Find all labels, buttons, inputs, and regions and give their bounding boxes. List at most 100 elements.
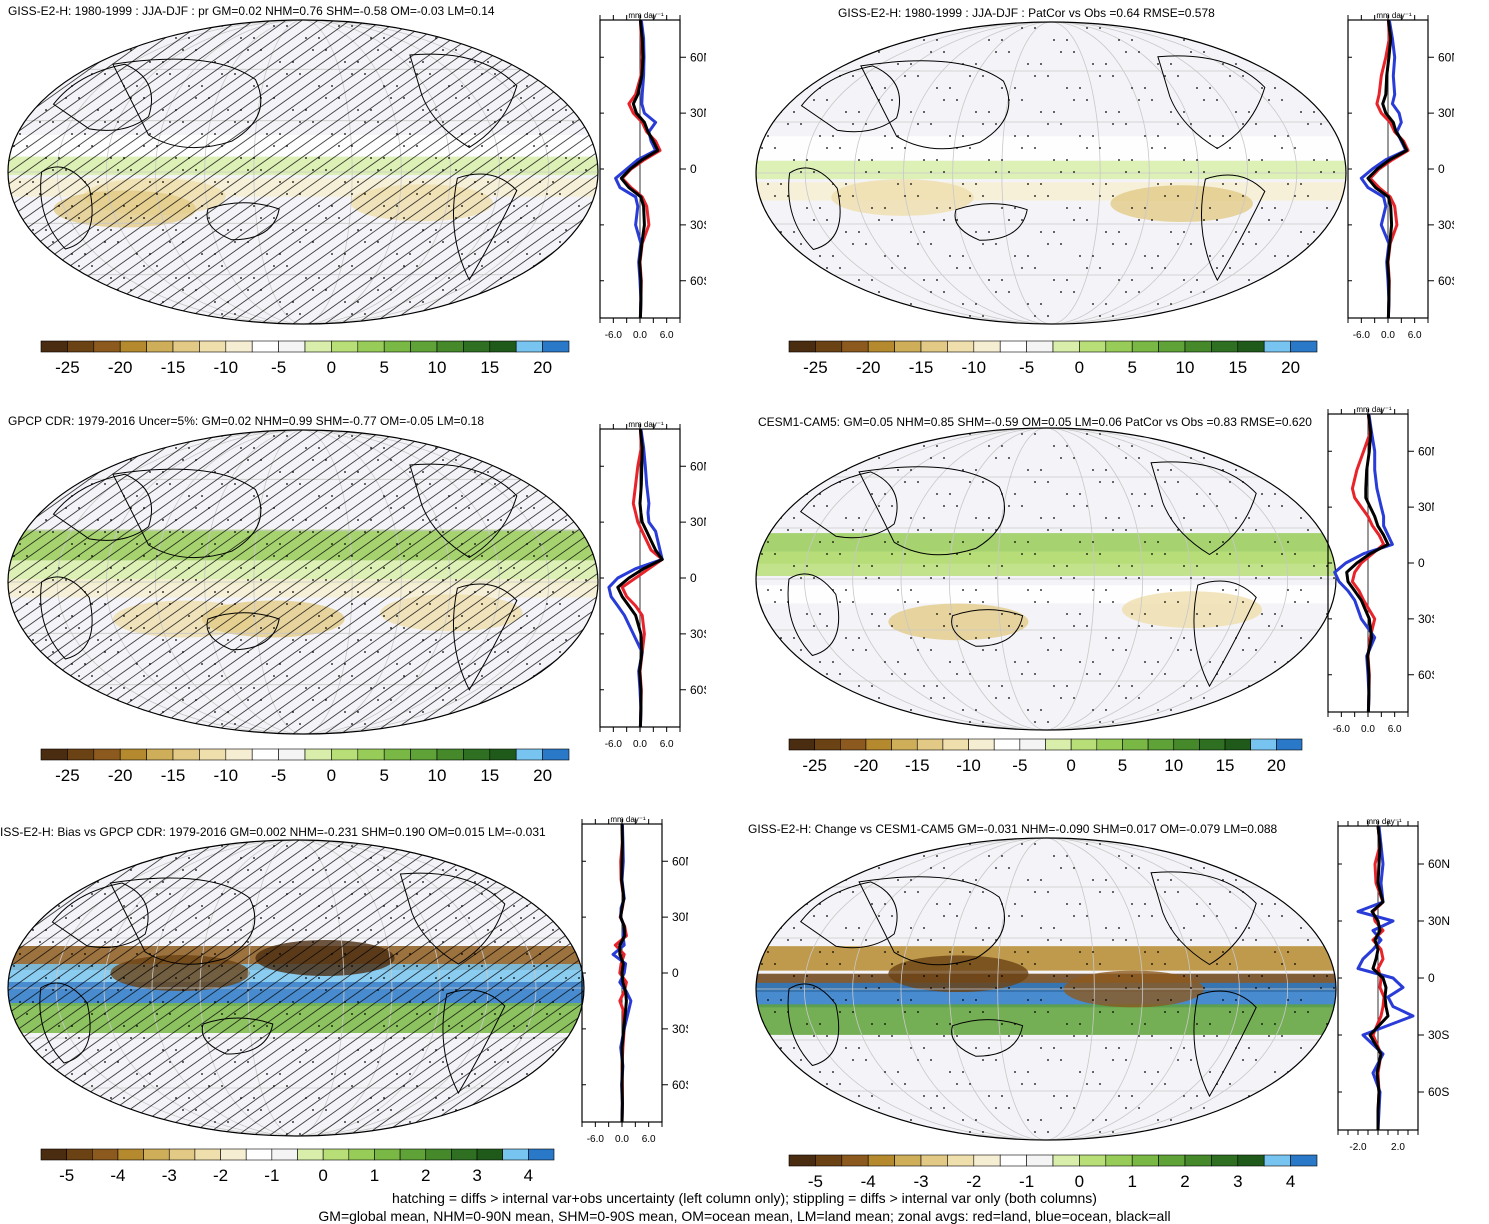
colorbar-label: 15: [1228, 358, 1247, 377]
all-zonal-line: [1345, 413, 1390, 713]
colorbar-label: 20: [533, 766, 552, 785]
colorbar-swatch: [168, 1148, 196, 1161]
colorbar-swatch: [788, 1154, 816, 1167]
lat-tick-label: 30N: [1438, 106, 1454, 120]
colorbar-swatch: [515, 340, 543, 353]
zonal-mean-plot: mm day⁻¹ 60N 30N 0 30S 60S -6.0 0.0 6.0: [599, 11, 706, 341]
colorbar-swatch: [947, 1154, 975, 1167]
colorbar-label: -25: [55, 358, 80, 377]
colorbar-label: -15: [905, 756, 930, 775]
colorbar-swatch: [894, 1154, 922, 1167]
colorbar-swatch: [1290, 340, 1318, 353]
colorbar-label: -15: [161, 766, 186, 785]
colorbar-swatch: [304, 340, 332, 353]
colorbar-swatch: [297, 1148, 324, 1161]
lat-tick-label: 60N: [690, 459, 706, 473]
colorbar-label: 3: [1233, 1172, 1242, 1191]
lat-tick-label: 0: [1438, 162, 1445, 176]
lat-tick-label: 30S: [690, 627, 706, 641]
colorbar-swatch: [1184, 340, 1212, 353]
zonal-mean-plot: mm day⁻¹ 60N 30N 0 30S 60S -6.0 0.0 6.0: [1347, 11, 1454, 341]
colorbar-label: -4: [110, 1166, 125, 1185]
colorbar-swatch: [1045, 738, 1072, 751]
colorbar-label: -5: [271, 766, 286, 785]
colorbar-swatch: [1079, 1154, 1107, 1167]
map: [755, 21, 1347, 325]
colorbar-label: -10: [214, 358, 239, 377]
colorbar-swatch: [93, 748, 121, 761]
colorbar-swatch: [865, 738, 892, 751]
lat-tick-label: 0: [1428, 971, 1435, 985]
colorbar-swatch: [942, 738, 969, 751]
panel-title: GISS-E2-H: 1980-1999 : JJA-DJF : pr GM=0…: [8, 4, 495, 18]
colorbar-swatch: [399, 1148, 427, 1161]
lat-tick-label: 60S: [690, 683, 706, 697]
lat-tick-label: 30S: [672, 1022, 688, 1036]
colorbar-swatch: [40, 748, 68, 761]
colorbar-swatch: [542, 748, 570, 761]
colorbar-swatch: [920, 340, 948, 353]
colorbar-swatch: [502, 1148, 529, 1161]
colorbar-label: 0: [327, 358, 336, 377]
colorbar-swatch: [839, 738, 867, 751]
colorbar-label: 5: [1127, 358, 1136, 377]
colorbar-swatch: [1026, 1154, 1054, 1167]
colorbar-swatch: [40, 340, 68, 353]
colorbar-label: 0: [318, 1166, 327, 1185]
colorbar-swatch: [1199, 738, 1226, 751]
colorbar-swatch: [383, 748, 411, 761]
colorbar-swatch: [374, 1148, 401, 1161]
colorbar-swatch: [199, 748, 227, 761]
colorbar-label: -5: [271, 358, 286, 377]
colorbar-label: 5: [379, 766, 388, 785]
colorbar-swatch: [1173, 738, 1200, 751]
lat-tick-label: 60S: [1418, 668, 1434, 682]
colorbar-label: 2: [421, 1166, 430, 1185]
lat-tick-label: 30N: [1418, 500, 1434, 514]
x-tick-label: 6.0: [660, 330, 674, 341]
colorbar-swatch: [1052, 340, 1080, 353]
colorbar-label: 20: [1267, 756, 1286, 775]
colorbar-label: -2: [213, 1166, 228, 1185]
colorbar-swatch: [1147, 738, 1175, 751]
colorbar-swatch: [1079, 340, 1107, 353]
units-label: mm day⁻¹: [1376, 11, 1412, 20]
colorbar-swatch: [1131, 1154, 1159, 1167]
colorbar-swatch: [1237, 340, 1265, 353]
colorbar-swatch: [814, 738, 841, 751]
colorbar-label: 10: [428, 766, 447, 785]
colorbar-swatch: [357, 340, 385, 353]
colorbar-label: 10: [428, 358, 447, 377]
lat-tick-label: 60N: [1418, 444, 1434, 458]
colorbar-label: -5: [808, 1172, 823, 1191]
colorbar: -25-20-15-10-50510152025: [788, 340, 1318, 377]
units-label: mm day⁻¹: [1356, 405, 1392, 414]
colorbar-label: 5: [379, 358, 388, 377]
colorbar-swatch: [93, 340, 121, 353]
map: [755, 837, 1337, 1141]
colorbar-swatch: [1019, 738, 1046, 751]
colorbar-label: -25: [55, 766, 80, 785]
colorbar-swatch: [331, 340, 359, 353]
lat-tick-label: 30S: [1418, 612, 1434, 626]
colorbar-swatch: [891, 738, 918, 751]
lat-tick-label: 30N: [690, 515, 706, 529]
lat-tick-label: 30N: [672, 910, 688, 924]
colorbar-swatch: [463, 748, 491, 761]
colorbar: -5-4-3-2-1012345: [40, 1148, 555, 1185]
colorbar-swatch: [1105, 340, 1133, 353]
panel-title: ISS-E2-H: Bias vs GPCP CDR: 1979-2016 GM…: [0, 825, 546, 839]
x-tick-label: 0.0: [633, 330, 647, 341]
colorbar-label: -10: [962, 358, 987, 377]
colorbar-swatch: [67, 340, 95, 353]
colorbar-label: -1: [264, 1166, 279, 1185]
colorbar-label: 20: [533, 358, 552, 377]
colorbar-label: 5: [1118, 756, 1127, 775]
all-zonal-line: [1368, 825, 1390, 1130]
colorbar-swatch: [815, 340, 843, 353]
colorbar-swatch: [1237, 1154, 1265, 1167]
colorbar-swatch: [304, 748, 332, 761]
colorbar-label: -5: [1012, 756, 1027, 775]
footer-line-2: GM=global mean, NHM=0-90N mean, SHM=0-90…: [318, 1208, 1171, 1224]
colorbar-label: -20: [854, 756, 879, 775]
